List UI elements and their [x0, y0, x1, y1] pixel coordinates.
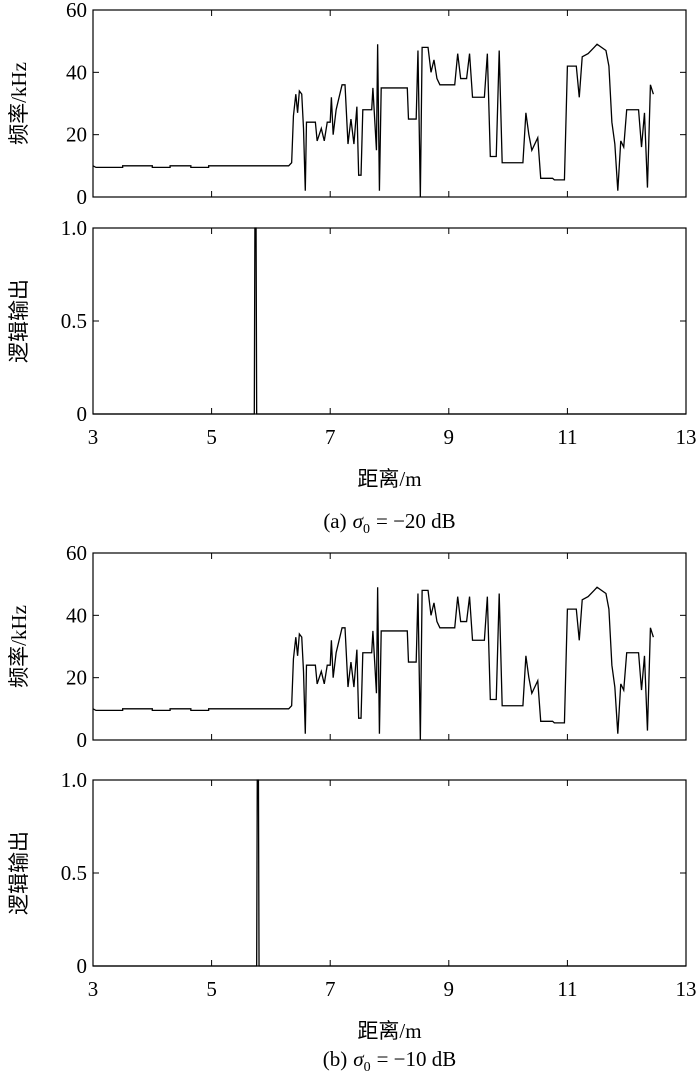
plot-frame	[92, 9, 687, 198]
x-tick-label: 11	[557, 425, 577, 449]
caption-label: (a)	[323, 509, 346, 533]
caption-text: = −10 dB	[377, 1047, 457, 1071]
x-tick-label: 11	[557, 977, 577, 1001]
y-tick-label: 0.5	[61, 861, 87, 885]
y-tick-label: 20	[66, 123, 87, 147]
y-tick-label: 60	[66, 541, 87, 565]
y-axis-label: 逻辑输出	[7, 831, 31, 915]
caption: (b) σ0 = −10 dB	[323, 1047, 457, 1075]
plot-frame	[92, 227, 687, 415]
line-series	[93, 227, 686, 415]
x-tick-label: 7	[325, 977, 336, 1001]
line-series	[93, 779, 686, 967]
y-tick-label: 0	[77, 185, 88, 209]
plot-frame	[92, 779, 687, 967]
x-tick-label: 3	[88, 977, 99, 1001]
y-tick-label: 20	[66, 666, 87, 690]
x-axis-label: 距离/m	[357, 467, 421, 491]
y-tick-label: 1.0	[61, 768, 87, 792]
caption-subscript: 0	[364, 1060, 371, 1075]
x-tick-label: 7	[325, 425, 336, 449]
caption-symbol: σ	[353, 509, 365, 533]
x-tick-label: 9	[444, 425, 455, 449]
y-axis-label: 频率/kHz	[7, 62, 31, 145]
caption-subscript: 0	[363, 522, 370, 537]
y-axis-label: 逻辑输出	[7, 279, 31, 363]
y-tick-label: 40	[66, 60, 87, 84]
x-axis-label: 距离/m	[357, 1019, 421, 1043]
y-tick-label: 0	[77, 402, 88, 426]
y-tick-label: 1.0	[61, 216, 87, 240]
line-series	[92, 43, 654, 198]
x-tick-label: 3	[88, 425, 99, 449]
y-tick-label: 0	[77, 954, 88, 978]
y-tick-label: 0	[77, 728, 88, 752]
y-tick-label: 40	[66, 603, 87, 627]
plot-frame	[92, 552, 687, 741]
caption: (a) σ0 = −20 dB	[323, 509, 455, 537]
y-tick-label: 60	[66, 0, 87, 22]
x-tick-label: 5	[206, 977, 217, 1001]
y-tick-label: 0.5	[61, 309, 87, 333]
caption-symbol: σ	[353, 1047, 365, 1071]
caption-text: = −20 dB	[376, 509, 456, 533]
line-series	[92, 586, 654, 741]
x-tick-label: 13	[676, 425, 697, 449]
y-axis-label: 频率/kHz	[7, 605, 31, 688]
x-tick-label: 5	[206, 425, 217, 449]
x-tick-label: 13	[676, 977, 697, 1001]
x-tick-label: 9	[444, 977, 455, 1001]
caption-label: (b)	[323, 1047, 348, 1071]
